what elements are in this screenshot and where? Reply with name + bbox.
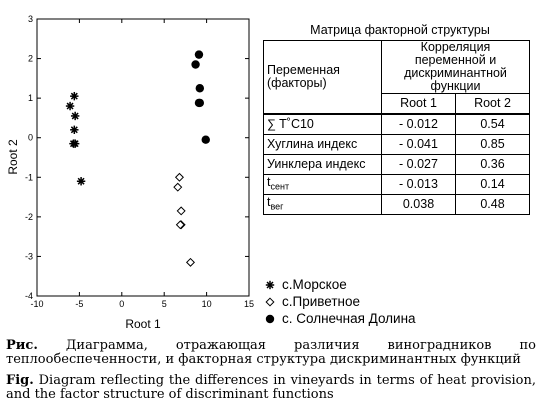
- plot-area-frame: [36, 18, 250, 297]
- root2-header: Root 2: [455, 93, 530, 115]
- x-axis-title: Root 1: [125, 317, 161, 331]
- data-point-series-1: [76, 177, 86, 186]
- caption-english: Fig. Diagram reflecting the differences …: [6, 374, 536, 402]
- x-tick-label: -10: [30, 299, 43, 309]
- matrix-variable-cell: Хуглина индекс: [263, 134, 382, 155]
- data-point-series-2: [174, 172, 184, 182]
- data-point-series-3: [194, 50, 204, 59]
- matrix-variable-cell: tвег: [263, 194, 382, 215]
- variable-name: t: [267, 194, 271, 209]
- matrix-root2-value: 0.85: [455, 134, 530, 155]
- y-tick-label: 0: [28, 133, 33, 143]
- matrix-root1-value: - 0.012: [381, 113, 456, 135]
- matrix-title: Матрица факторной структуры: [310, 23, 490, 37]
- y-tick-label: -4: [25, 291, 33, 301]
- data-point-series-2: [176, 206, 186, 216]
- legend-marker-1: [265, 280, 275, 290]
- matrix-row: Хуглина индекс - 0.041 0.85: [263, 134, 530, 155]
- matrix-root1-value: - 0.027: [381, 154, 456, 175]
- matrix-variable-cell: tсент: [263, 174, 382, 195]
- caption-en-text: Diagram reflecting the differences in vi…: [6, 373, 536, 402]
- caption-en-label: Fig.: [6, 373, 34, 388]
- matrix-row: tсент - 0.013 0.14: [263, 174, 530, 195]
- variable-name: t: [267, 174, 271, 189]
- y-tick-label: -1: [25, 172, 33, 182]
- y-tick-label: 3: [28, 14, 33, 24]
- data-point-series-3: [195, 98, 205, 108]
- y-tick-label: 1: [28, 93, 33, 103]
- matrix-body: ∑ T˚C10- 0.012 0.54 Хуглина индекс - 0.041 0…: [263, 113, 530, 215]
- correlation-column-header: Корреляция переменной и дискриминантной …: [381, 40, 530, 94]
- root1-header: Root 1: [381, 93, 456, 115]
- data-points: [65, 50, 210, 267]
- legend-marker-3: [265, 314, 275, 324]
- legend-label-3: с. Солнечная Долина: [282, 311, 416, 326]
- data-point-series-1: [70, 91, 79, 101]
- variable-name: Уинклера индекс: [267, 157, 366, 171]
- y-tick-label: -2: [25, 212, 33, 222]
- data-point-series-1: [70, 125, 79, 134]
- variable-column-header: Переменная (факторы): [263, 40, 382, 115]
- matrix-row: ∑ T˚C10 - 0.012 0.54: [263, 113, 530, 135]
- matrix-root1-value: - 0.013: [381, 174, 456, 195]
- x-tick-label: 10: [202, 299, 212, 309]
- legend-label-1: с.Морское: [282, 277, 347, 292]
- matrix-root2-value: 0.14: [455, 174, 530, 195]
- y-tick-label: -3: [25, 251, 33, 261]
- y-axis-title: Root 2: [6, 139, 20, 175]
- variable-subscript: сент: [270, 181, 290, 192]
- variable-name: ∑ T˚C10: [267, 117, 314, 131]
- x-tick-label: -5: [75, 299, 83, 309]
- variable-subscript: вег: [270, 201, 284, 212]
- matrix-root2-value: 0.54: [455, 113, 530, 135]
- matrix-variable-cell: Уинклера индекс: [263, 154, 382, 175]
- matrix-root2-value: 0.48: [455, 194, 530, 215]
- matrix-root1-value: - 0.041: [381, 134, 456, 155]
- x-tick-label: 15: [244, 299, 254, 309]
- y-tick-label: 2: [28, 54, 33, 64]
- data-point-series-3: [201, 135, 210, 144]
- caption-ru-text: Диаграмма, отражающая различия виноградн…: [6, 338, 536, 367]
- matrix-variable-cell: ∑ T˚C10: [263, 113, 382, 135]
- data-point-series-3: [195, 84, 205, 93]
- caption-russian: Рис. Диаграмма, отражающая различия вино…: [6, 339, 536, 367]
- data-point-series-2: [173, 182, 183, 192]
- caption-ru-label: Рис.: [6, 338, 38, 353]
- data-point-series-1: [70, 111, 80, 121]
- matrix-row: Уинклера индекс - 0.027 0.36: [263, 154, 530, 175]
- matrix-root1-value: 0.038: [381, 194, 456, 215]
- x-tick-label: 0: [119, 299, 124, 309]
- data-point-series-2: [185, 257, 195, 267]
- legend-marker-2: [265, 297, 275, 307]
- matrix-root2-value: 0.36: [455, 154, 530, 175]
- data-point-series-1: [70, 139, 80, 148]
- x-tick-label: 5: [162, 299, 167, 309]
- factor-structure-matrix: Переменная (факторы) Корреляция переменн…: [263, 40, 530, 215]
- legend: с.Морское с.Приветное с. Солнечная Долина: [265, 277, 416, 326]
- variable-name: Хуглина индекс: [267, 137, 358, 151]
- legend-label-2: с.Приветное: [282, 294, 360, 309]
- data-point-series-1: [65, 101, 75, 111]
- matrix-row: tвег 0.038 0.48: [263, 194, 530, 215]
- data-point-series-3: [191, 60, 200, 69]
- data-point-series-2: [175, 220, 185, 230]
